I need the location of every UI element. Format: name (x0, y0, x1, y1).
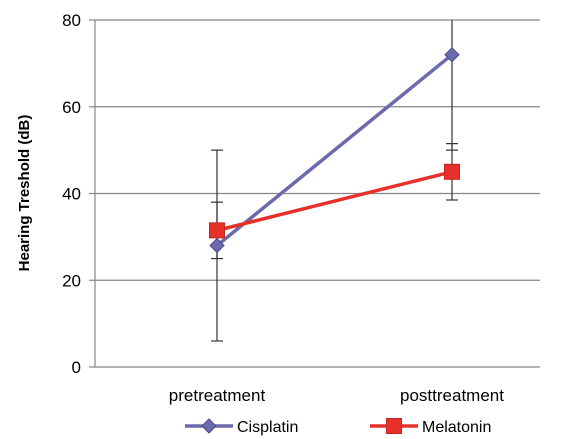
x-tick-labels: pretreatment posttreatment (169, 386, 504, 405)
gridlines (89, 19, 540, 368)
y-tick-label: 60 (62, 98, 81, 117)
x-tick-label: pretreatment (169, 386, 266, 405)
melatonin-point (444, 163, 460, 180)
cisplatin-legend-label: Cisplatin (237, 419, 298, 436)
melatonin-point (209, 222, 225, 239)
y-tick-label: 40 (62, 185, 81, 204)
y-axis-title: Hearing Treshold (dB) (16, 115, 33, 272)
melatonin-legend-marker (386, 418, 402, 434)
cisplatin-legend-marker (201, 418, 217, 434)
y-tick-label: 20 (62, 271, 81, 290)
series (209, 46, 460, 254)
legend: Cisplatin Melatonin (185, 418, 491, 436)
cisplatin-point (444, 46, 460, 63)
cisplatin-point (209, 237, 225, 254)
y-tick-labels: 0 20 40 60 80 (62, 11, 81, 377)
y-tick-label: 0 (72, 358, 81, 377)
x-tick-label: posttreatment (400, 386, 504, 405)
melatonin-legend-label: Melatonin (422, 419, 491, 436)
melatonin-series-line (216, 170, 453, 233)
y-tick-label: 80 (62, 11, 81, 30)
cisplatin-series-line (215, 53, 454, 247)
